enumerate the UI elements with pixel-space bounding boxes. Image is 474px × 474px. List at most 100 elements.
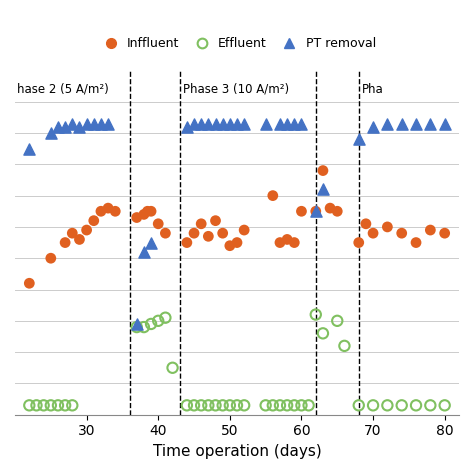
Point: [355, 239, 363, 246]
Point: [76, 123, 83, 130]
Point: [326, 204, 334, 212]
Point: [61, 401, 69, 409]
Point: [197, 220, 205, 228]
Point: [441, 120, 448, 128]
Point: [104, 204, 112, 212]
Point: [90, 217, 98, 225]
Point: [298, 208, 305, 215]
Point: [412, 239, 420, 246]
Point: [133, 320, 140, 328]
Point: [47, 401, 55, 409]
Point: [269, 192, 277, 200]
Point: [369, 123, 377, 130]
Point: [341, 342, 348, 350]
Point: [83, 120, 91, 128]
Point: [240, 120, 248, 128]
Point: [240, 226, 248, 234]
Point: [427, 120, 434, 128]
Point: [205, 401, 212, 409]
Point: [133, 214, 140, 221]
Point: [291, 239, 298, 246]
Point: [291, 401, 298, 409]
Point: [412, 401, 420, 409]
Point: [104, 120, 112, 128]
Point: [212, 217, 219, 225]
Point: [269, 401, 277, 409]
Point: [140, 323, 148, 331]
Point: [183, 401, 191, 409]
X-axis label: Time operation (days): Time operation (days): [153, 444, 321, 459]
Point: [398, 120, 405, 128]
Point: [205, 233, 212, 240]
Point: [233, 239, 241, 246]
Point: [369, 401, 377, 409]
Point: [312, 311, 319, 319]
Point: [147, 208, 155, 215]
Point: [319, 329, 327, 337]
Legend: Inffluent, Effluent, PT removal: Inffluent, Effluent, PT removal: [93, 32, 381, 55]
Point: [262, 120, 269, 128]
Point: [133, 323, 140, 331]
Point: [441, 401, 448, 409]
Point: [111, 208, 119, 215]
Point: [219, 229, 227, 237]
Point: [276, 239, 284, 246]
Point: [283, 236, 291, 243]
Point: [262, 401, 269, 409]
Point: [205, 120, 212, 128]
Point: [298, 120, 305, 128]
Point: [319, 167, 327, 174]
Point: [383, 223, 391, 231]
Point: [334, 208, 341, 215]
Point: [226, 401, 234, 409]
Point: [61, 239, 69, 246]
Point: [147, 239, 155, 246]
Point: [76, 236, 83, 243]
Point: [69, 401, 76, 409]
Point: [398, 401, 405, 409]
Point: [90, 120, 98, 128]
Point: [97, 120, 105, 128]
Point: [427, 226, 434, 234]
Point: [362, 220, 370, 228]
Point: [69, 120, 76, 128]
Point: [298, 401, 305, 409]
Point: [355, 136, 363, 143]
Point: [441, 229, 448, 237]
Point: [33, 401, 40, 409]
Text: Phase 3 (10 A/m²): Phase 3 (10 A/m²): [183, 82, 290, 96]
Point: [219, 401, 227, 409]
Point: [233, 120, 241, 128]
Point: [162, 314, 169, 321]
Point: [54, 123, 62, 130]
Point: [312, 208, 319, 215]
Point: [197, 120, 205, 128]
Point: [144, 208, 151, 215]
Point: [334, 317, 341, 325]
Point: [412, 120, 420, 128]
Point: [283, 120, 291, 128]
Point: [83, 226, 91, 234]
Point: [226, 242, 234, 249]
Point: [47, 255, 55, 262]
Point: [226, 120, 234, 128]
Point: [427, 401, 434, 409]
Text: Pha: Pha: [362, 82, 384, 96]
Point: [40, 401, 47, 409]
Point: [47, 129, 55, 137]
Point: [155, 220, 162, 228]
Point: [190, 401, 198, 409]
Point: [147, 320, 155, 328]
Point: [26, 280, 33, 287]
Point: [319, 185, 327, 193]
Point: [312, 208, 319, 215]
Point: [183, 123, 191, 130]
Point: [383, 401, 391, 409]
Point: [219, 120, 227, 128]
Text: hase 2 (5 A/m²): hase 2 (5 A/m²): [17, 82, 109, 96]
Point: [355, 401, 363, 409]
Point: [305, 401, 312, 409]
Point: [240, 401, 248, 409]
Point: [291, 120, 298, 128]
Point: [398, 229, 405, 237]
